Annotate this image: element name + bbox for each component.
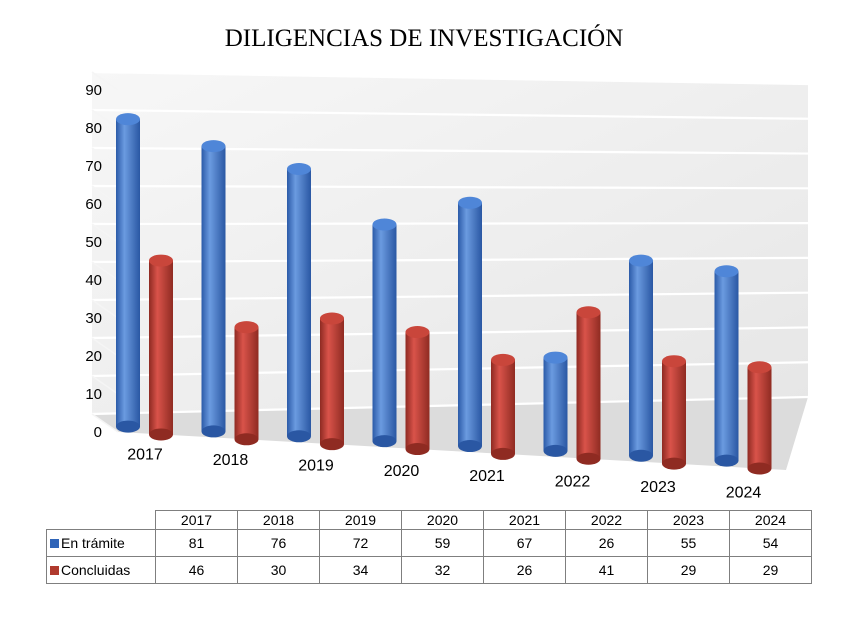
gridline-side — [91, 223, 119, 243]
gridline-side — [91, 299, 119, 319]
bar-en-tramite — [116, 113, 140, 433]
y-tick-label: 10 — [85, 386, 102, 403]
table-cell: 41 — [565, 556, 648, 584]
table-corner — [46, 510, 156, 530]
table-header-cell: 2019 — [319, 510, 402, 530]
x-tick-label: 2017 — [127, 446, 163, 463]
bar-en-tramite — [201, 140, 226, 438]
bar-concluidas — [747, 361, 772, 475]
y-tick-label: 60 — [85, 196, 102, 213]
bars — [116, 113, 772, 475]
y-axis-ticks: 0 10 20 30 40 50 60 70 80 90 — [85, 82, 102, 441]
table-cell: 54 — [729, 529, 812, 557]
gridline-side — [91, 147, 119, 167]
gridline-side — [91, 261, 119, 281]
x-tick-label: 2022 — [555, 474, 591, 491]
series-name: Concluidas — [61, 562, 131, 578]
bar-en-tramite — [629, 254, 653, 462]
table-cell: 59 — [401, 529, 484, 557]
gridline — [91, 222, 809, 226]
table-header-row: 2017 2018 2019 2020 2021 2022 2023 2024 — [46, 510, 812, 530]
y-tick-label: 20 — [85, 348, 102, 365]
table-cell: 81 — [155, 529, 238, 557]
y-tick-label: 0 — [94, 424, 102, 441]
table-row-concluidas: Concluidas 46 30 34 32 26 41 29 29 — [46, 556, 812, 584]
table-header-cell: 2020 — [401, 510, 484, 530]
gridline — [91, 108, 809, 120]
table-header-cell: 2022 — [565, 510, 648, 530]
bar-en-tramite — [458, 196, 482, 453]
y-tick-label: 80 — [85, 120, 102, 137]
plot-walls — [92, 72, 808, 470]
x-tick-label: 2019 — [298, 457, 334, 474]
y-tick-label: 30 — [85, 310, 102, 327]
x-tick-label: 2020 — [384, 463, 420, 480]
table-row-en-tramite: En trámite 81 76 72 59 67 26 55 54 — [46, 529, 812, 557]
gridline-side — [91, 413, 119, 433]
bar-concluidas — [320, 312, 344, 451]
table-header-cell: 2021 — [483, 510, 566, 530]
bar-concluidas — [576, 306, 601, 465]
table-cell: 32 — [401, 556, 484, 584]
bar-en-tramite — [287, 162, 311, 443]
bar-concluidas — [234, 321, 259, 446]
x-tick-label: 2021 — [469, 468, 505, 485]
y-tick-label: 90 — [85, 82, 102, 99]
gridline-side — [91, 375, 119, 395]
table-header-cell: 2024 — [729, 510, 812, 530]
bar-en-tramite — [714, 265, 739, 467]
x-tick-label: 2024 — [726, 485, 762, 502]
table-header-cell: 2017 — [155, 510, 238, 530]
table-cell: 29 — [729, 556, 812, 584]
y-tick-label: 50 — [85, 234, 102, 251]
bar-concluidas — [662, 355, 686, 470]
series-label-en-tramite: En trámite — [46, 529, 156, 557]
table-cell: 26 — [565, 529, 648, 557]
legend-key-blue — [50, 539, 59, 548]
table-header-cell: 2018 — [237, 510, 320, 530]
bar-en-tramite — [543, 351, 568, 457]
table-cell: 26 — [483, 556, 566, 584]
table-cell: 46 — [155, 556, 238, 584]
series-name: En trámite — [61, 535, 125, 551]
gridline-side — [91, 109, 119, 129]
table-cell: 67 — [483, 529, 566, 557]
bar-concluidas — [491, 353, 515, 460]
table-cell: 55 — [647, 529, 730, 557]
gridline — [91, 70, 809, 86]
table-cell: 76 — [237, 529, 320, 557]
gridline-side — [91, 185, 119, 205]
legend-key-red — [50, 566, 59, 575]
series-label-concluidas: Concluidas — [46, 556, 156, 584]
chart-title: DILIGENCIAS DE INVESTIGACIÓN — [225, 24, 624, 52]
table-cell: 34 — [319, 556, 402, 584]
table-cell: 29 — [647, 556, 730, 584]
bar-concluidas — [149, 254, 173, 441]
data-table: 2017 2018 2019 2020 2021 2022 2023 2024 … — [46, 510, 812, 584]
back-wall — [92, 72, 808, 414]
table-header-cell: 2023 — [647, 510, 730, 530]
bar-en-tramite — [372, 218, 397, 448]
gridline-side — [91, 71, 119, 91]
table-cell: 72 — [319, 529, 402, 557]
gridline-side — [91, 337, 119, 357]
x-tick-label: 2018 — [213, 452, 249, 469]
x-tick-label: 2023 — [640, 479, 676, 496]
y-tick-label: 40 — [85, 272, 102, 289]
y-tick-label: 70 — [85, 158, 102, 175]
bar-concluidas — [405, 326, 430, 456]
table-cell: 30 — [237, 556, 320, 584]
x-axis-labels: 2017 2018 2019 2020 2021 2022 2023 2024 — [127, 446, 761, 501]
